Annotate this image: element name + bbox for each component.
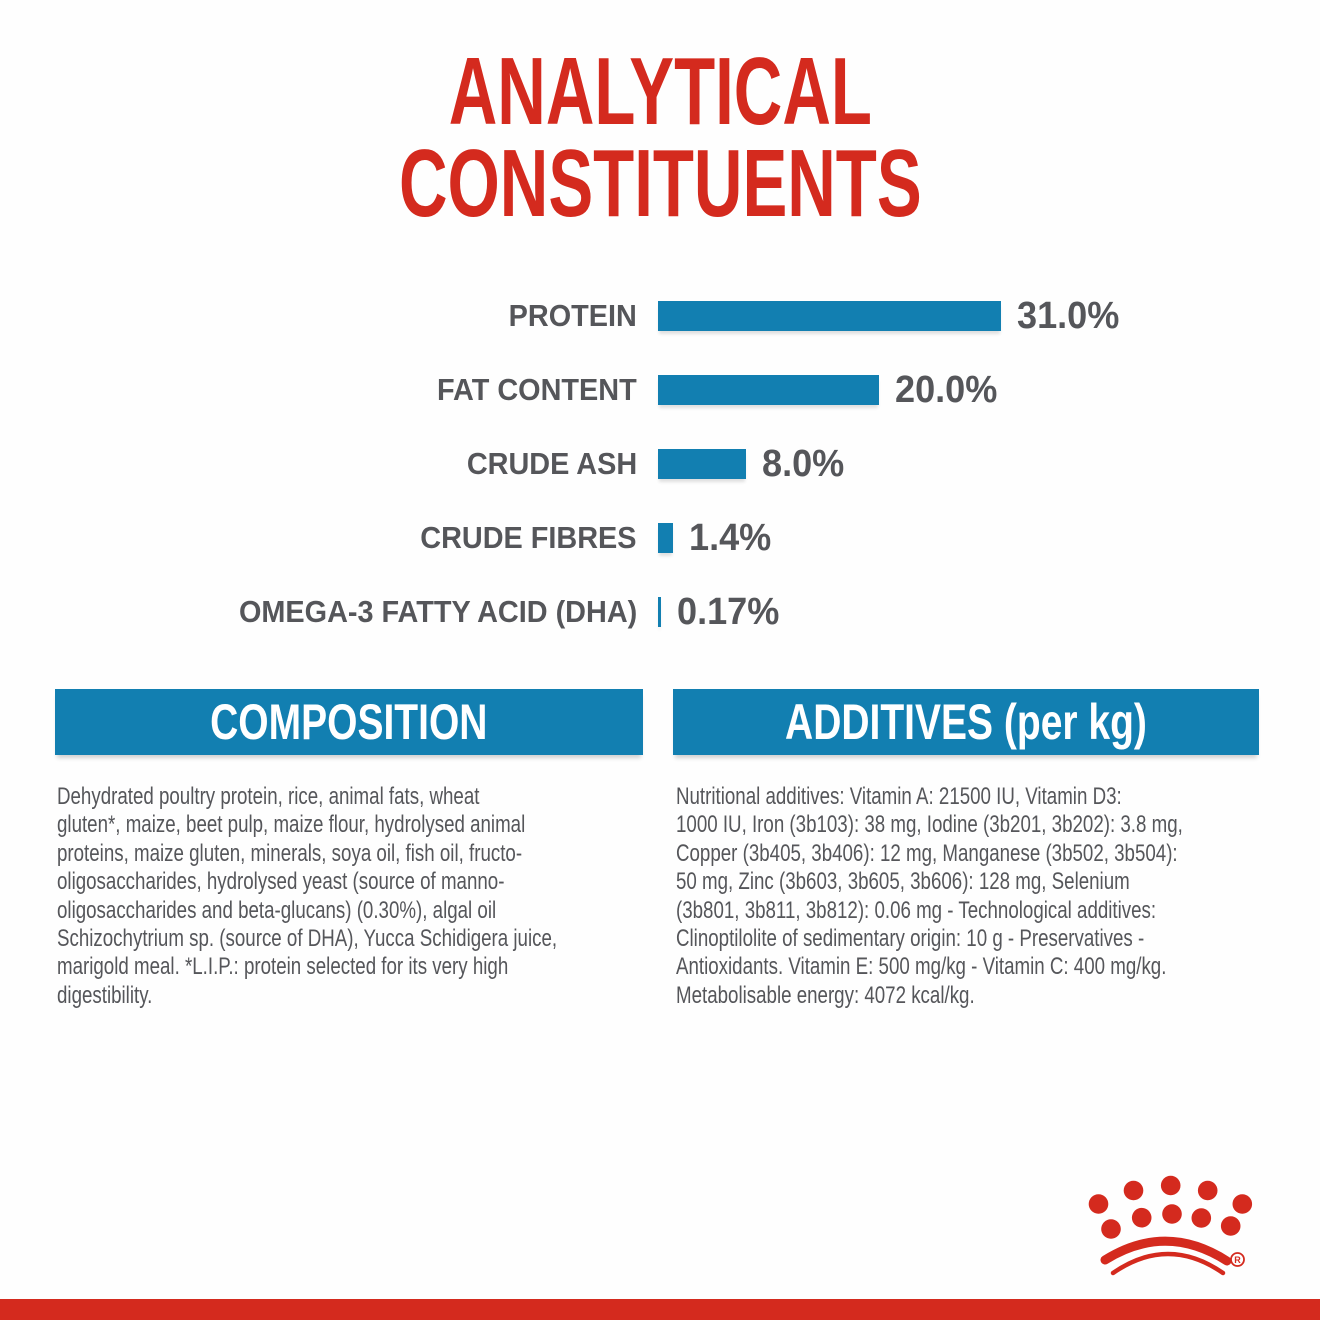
- composition-text: Dehydrated poultry protein, rice, animal…: [57, 783, 558, 1009]
- protein-bar: [658, 301, 1001, 331]
- additives-text: Nutritional additives: Vitamin A: 21500 …: [676, 783, 1183, 1009]
- footer-red-bar: [0, 1299, 1320, 1320]
- svg-text:R: R: [1234, 1255, 1241, 1265]
- chart-label-text: FAT CONTENT: [437, 372, 637, 407]
- chart-value-text: 31.0%: [1017, 294, 1120, 337]
- fat-content-bar: [658, 375, 879, 405]
- chart-value-text: 8.0%: [762, 442, 845, 485]
- page-title-text: ANALYTICAL CONSTITUENTS: [398, 38, 922, 237]
- additives-header-text: ADDITIVES (per kg): [785, 694, 1147, 750]
- omega3-dha-bar: [658, 597, 661, 627]
- composition-header-text: COMPOSITION: [210, 694, 488, 750]
- chart-row-crude-fibres: CRUDE FIBRES 1.4%: [0, 517, 1320, 559]
- chart-value-text: 1.4%: [689, 516, 772, 559]
- royal-canin-crown-logo: R: [1088, 1175, 1253, 1276]
- chart-value: 31.0%: [1017, 295, 1125, 338]
- page-title: ANALYTICAL CONSTITUENTS: [0, 38, 1320, 237]
- chart-label-text: CRUDE ASH: [466, 446, 637, 481]
- crude-ash-bar: [658, 449, 746, 479]
- chart-row-crude-ash: CRUDE ASH 8.0%: [0, 443, 1320, 485]
- chart-row-omega3-dha: OMEGA-3 FATTY ACID (DHA) 0.17%: [0, 591, 1320, 633]
- chart-value-text: 20.0%: [895, 368, 998, 411]
- chart-value: 1.4%: [689, 517, 776, 560]
- chart-label-text: OMEGA-3 FATTY ACID (DHA): [238, 594, 637, 629]
- chart-value: 8.0%: [762, 443, 849, 486]
- chart-label: OMEGA-3 FATTY ACID (DHA): [0, 594, 637, 629]
- chart-label: FAT CONTENT: [0, 372, 637, 407]
- chart-label: CRUDE ASH: [0, 446, 637, 481]
- chart-label: PROTEIN: [0, 298, 637, 333]
- chart-label-text: PROTEIN: [508, 298, 637, 333]
- crude-fibres-bar: [658, 523, 673, 553]
- chart-value: 0.17%: [677, 591, 785, 634]
- chart-label: CRUDE FIBRES: [0, 520, 637, 555]
- chart-row-fat-content: FAT CONTENT 20.0%: [0, 369, 1320, 411]
- chart-label-text: CRUDE FIBRES: [420, 520, 637, 555]
- chart-value: 20.0%: [895, 369, 1003, 412]
- additives-header: ADDITIVES (per kg): [673, 689, 1259, 755]
- composition-header: COMPOSITION: [55, 689, 643, 755]
- chart-row-protein: PROTEIN 31.0%: [0, 295, 1320, 337]
- chart-value-text: 0.17%: [677, 590, 780, 633]
